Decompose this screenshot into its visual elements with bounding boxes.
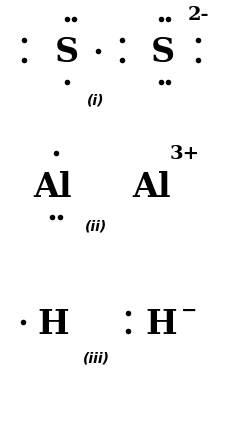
Text: 2-: 2-	[187, 6, 209, 24]
Text: Al: Al	[132, 170, 170, 203]
Text: S: S	[151, 36, 175, 69]
Text: (i): (i)	[87, 93, 105, 107]
Text: (ii): (ii)	[85, 219, 107, 233]
Text: S: S	[55, 36, 79, 69]
Text: 3+: 3+	[170, 145, 200, 163]
Text: (iii): (iii)	[83, 351, 109, 365]
Text: −: −	[181, 301, 198, 319]
Text: H: H	[37, 307, 69, 340]
Text: H: H	[145, 307, 177, 340]
Text: Al: Al	[34, 170, 72, 203]
